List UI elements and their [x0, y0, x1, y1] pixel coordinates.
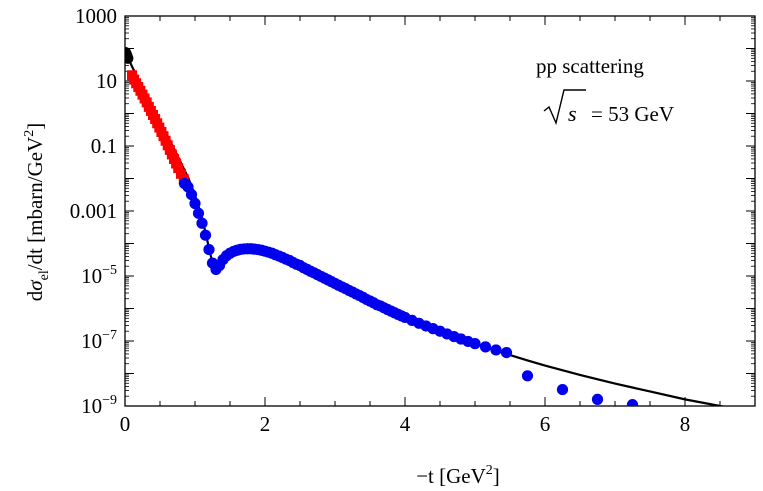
y-tick-label: 10−9 — [81, 393, 117, 418]
plot-area — [125, 46, 743, 429]
data-point-circle — [469, 338, 481, 350]
data-point-circle — [203, 243, 215, 256]
x-axis-label-main: −t [GeV — [416, 464, 486, 488]
x-tick-label: 0 — [120, 412, 131, 436]
y-axis-label: dσel/dt [mbarn/GeV2] — [22, 123, 52, 302]
y-axis-label-mid: /dt [mbarn/GeV — [23, 137, 47, 271]
y-tick-label-exponent: −7 — [102, 328, 117, 343]
annotation-energy-value: = 53 GeV — [591, 102, 674, 126]
y-tick-label-base: 10 — [81, 329, 102, 353]
y-tick-label-exponent: −9 — [102, 393, 117, 408]
annotation-energy: s = 53 GeV — [543, 89, 674, 126]
annotation-sqrt-s: s — [568, 101, 577, 126]
x-tick-label: 2 — [260, 412, 271, 436]
data-point-circle — [199, 229, 212, 241]
x-axis-label-end: ] — [493, 464, 500, 488]
data-point-square — [176, 168, 186, 179]
data-point-circle — [490, 344, 502, 356]
y-tick-label: 1000 — [75, 4, 117, 28]
data-point-circle — [479, 341, 492, 353]
y-axis-label-sigma: σ — [23, 279, 47, 291]
x-tick-label: 6 — [540, 412, 551, 436]
data-point-circle — [732, 418, 743, 429]
x-tick-label: 8 — [680, 412, 691, 436]
y-axis-label-sup: 2 — [22, 130, 37, 137]
data-point-circle — [626, 399, 639, 406]
data-point-circle — [556, 383, 569, 396]
data-point-circle — [185, 188, 198, 201]
y-tick-label: 0.001 — [70, 199, 117, 223]
data-point-circle — [591, 393, 604, 405]
y-axis-label-end: ] — [23, 123, 47, 130]
data-point-circle — [662, 413, 673, 424]
y-tick-label: 10 — [96, 69, 117, 93]
plot-frame — [124, 15, 756, 407]
y-axis-label-sub: el — [37, 270, 52, 280]
x-axis-label-sup: 2 — [486, 463, 493, 478]
x-tick-label: 4 — [400, 412, 411, 436]
y-tick-label-exponent: −5 — [102, 263, 117, 278]
y-axis-label-d: d — [23, 290, 47, 301]
data-point-circle — [196, 217, 208, 229]
data-points-layer — [125, 46, 743, 429]
x-axis-label: −t [GeV2] — [416, 463, 500, 488]
annotation-process: pp scattering — [536, 54, 644, 78]
sqrt-symbol — [543, 89, 586, 126]
y-tick-label-base: 10 — [81, 394, 102, 418]
data-point-circle — [500, 346, 513, 359]
data-point-square — [173, 163, 184, 174]
data-point-circle — [192, 207, 205, 219]
y-tick-label-base: 10 — [81, 264, 102, 288]
data-point-circle — [521, 370, 534, 382]
y-tick-label: 10−7 — [81, 328, 117, 353]
data-point-circle — [125, 52, 134, 64]
y-tick-label: 10−5 — [81, 263, 117, 288]
axis-ticks — [124, 15, 756, 407]
data-point-circle — [697, 411, 708, 422]
y-tick-label: 0.1 — [91, 134, 117, 158]
data-point-circle — [189, 197, 201, 210]
